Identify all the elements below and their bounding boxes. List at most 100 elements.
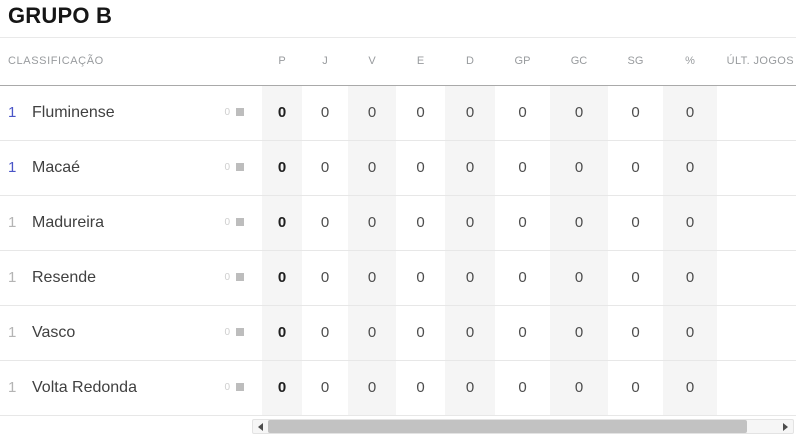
position-stable-icon: [236, 328, 244, 337]
position-variation-value: 0: [224, 272, 230, 283]
stat-v: 0: [348, 305, 396, 361]
stat-ult: [717, 250, 796, 306]
team-row: 1 Vasco 0 0 0 0 0 0 0 0 0 0: [0, 305, 796, 361]
standings-table: CLASSIFICAÇÃO P J V E D GP GC SG% ÚLT. JOGOS 1 Flu…: [0, 38, 796, 416]
stat-d: 0: [445, 140, 495, 196]
position-number: 1: [0, 85, 30, 141]
position-stable-icon: [236, 108, 244, 117]
position-stable-icon: [236, 383, 244, 392]
scroll-right-button[interactable]: [778, 420, 793, 433]
horizontal-scrollbar[interactable]: [252, 419, 794, 434]
stat-d: 0: [445, 85, 495, 141]
stat-ult: [717, 85, 796, 141]
stat-v: 0: [348, 360, 396, 416]
scrollbar-thumb[interactable]: [268, 420, 748, 433]
team-name: Vasco: [30, 305, 210, 361]
position-variation: 0: [210, 250, 262, 306]
column-header-e: E: [396, 38, 445, 86]
stat-j: 0: [302, 140, 348, 196]
column-header-ult: ÚLT. JOGOS: [717, 38, 796, 86]
group-title: GRUPO B: [8, 3, 113, 28]
stat-j: 0: [302, 85, 348, 141]
position-stable-icon: [236, 218, 244, 227]
standings-body: 1 Fluminense 0 0 0 0 0 0 0 0 0 0 1 Macaé 0 0 0 0 0 0 0 0 0 0 1 Ma…: [0, 85, 796, 416]
stat-pct: 0: [663, 250, 717, 306]
stat-p: 0: [262, 195, 302, 251]
scrollbar-track[interactable]: [268, 420, 778, 433]
team-name: Madureira: [30, 195, 210, 251]
column-header-d: D: [445, 38, 495, 86]
stat-j: 0: [302, 305, 348, 361]
position-variation: 0: [210, 305, 262, 361]
stat-gc: 0: [550, 250, 608, 306]
team-name: Fluminense: [30, 85, 210, 141]
stat-sg: 0: [608, 140, 663, 196]
stat-p: 0: [262, 250, 302, 306]
stat-gp: 0: [495, 305, 550, 361]
stat-p: 0: [262, 360, 302, 416]
position-variation: 0: [210, 85, 262, 141]
column-header-classificacao: CLASSIFICAÇÃO: [0, 38, 262, 86]
stat-gc: 0: [550, 360, 608, 416]
position-number: 1: [0, 305, 30, 361]
team-name: Volta Redonda: [30, 360, 210, 416]
stat-d: 0: [445, 250, 495, 306]
position-variation-value: 0: [224, 107, 230, 118]
stat-d: 0: [445, 360, 495, 416]
position-number: 1: [0, 140, 30, 196]
stat-sg: 0: [608, 360, 663, 416]
header-row: CLASSIFICAÇÃO P J V E D GP GC SG% ÚLT. JOGOS: [0, 38, 796, 86]
position-variation: 0: [210, 360, 262, 416]
stat-pct: 0: [663, 140, 717, 196]
team-row: 1 Madureira 0 0 0 0 0 0 0 0 0 0: [0, 195, 796, 251]
column-header-p: P: [262, 38, 302, 86]
stat-ult: [717, 305, 796, 361]
left-arrow-icon: [258, 422, 263, 431]
column-header-gp: GP: [495, 38, 550, 86]
team-name: Macaé: [30, 140, 210, 196]
position-number: 1: [0, 360, 30, 416]
column-header-gc: GC: [550, 38, 608, 86]
stat-ult: [717, 195, 796, 251]
position-variation-value: 0: [224, 382, 230, 393]
stat-sg: 0: [608, 250, 663, 306]
stat-gc: 0: [550, 85, 608, 141]
column-header-v: V: [348, 38, 396, 86]
stat-gc: 0: [550, 305, 608, 361]
position-stable-icon: [236, 273, 244, 282]
stat-pct: 0: [663, 360, 717, 416]
stat-v: 0: [348, 140, 396, 196]
stat-e: 0: [396, 360, 445, 416]
stat-pct: 0: [663, 85, 717, 141]
team-row: 1 Volta Redonda 0 0 0 0 0 0 0 0 0 0: [0, 360, 796, 416]
team-row: 1 Resende 0 0 0 0 0 0 0 0 0 0: [0, 250, 796, 306]
stat-pct: 0: [663, 305, 717, 361]
stat-ult: [717, 360, 796, 416]
stat-e: 0: [396, 250, 445, 306]
stat-j: 0: [302, 250, 348, 306]
stat-gc: 0: [550, 195, 608, 251]
position-variation-value: 0: [224, 327, 230, 338]
stat-e: 0: [396, 85, 445, 141]
position-number: 1: [0, 195, 30, 251]
scroll-left-button[interactable]: [253, 420, 268, 433]
stat-gp: 0: [495, 250, 550, 306]
stat-e: 0: [396, 140, 445, 196]
column-header-j: J: [302, 38, 348, 86]
stat-gp: 0: [495, 360, 550, 416]
stat-v: 0: [348, 250, 396, 306]
stat-d: 0: [445, 195, 495, 251]
stat-j: 0: [302, 360, 348, 416]
position-variation: 0: [210, 140, 262, 196]
team-row: 1 Fluminense 0 0 0 0 0 0 0 0 0 0: [0, 85, 796, 141]
stat-ult: [717, 140, 796, 196]
stat-p: 0: [262, 140, 302, 196]
stat-p: 0: [262, 85, 302, 141]
stat-gp: 0: [495, 195, 550, 251]
stat-j: 0: [302, 195, 348, 251]
stat-e: 0: [396, 195, 445, 251]
team-row: 1 Macaé 0 0 0 0 0 0 0 0 0 0: [0, 140, 796, 196]
right-arrow-icon: [783, 422, 788, 431]
stat-v: 0: [348, 195, 396, 251]
